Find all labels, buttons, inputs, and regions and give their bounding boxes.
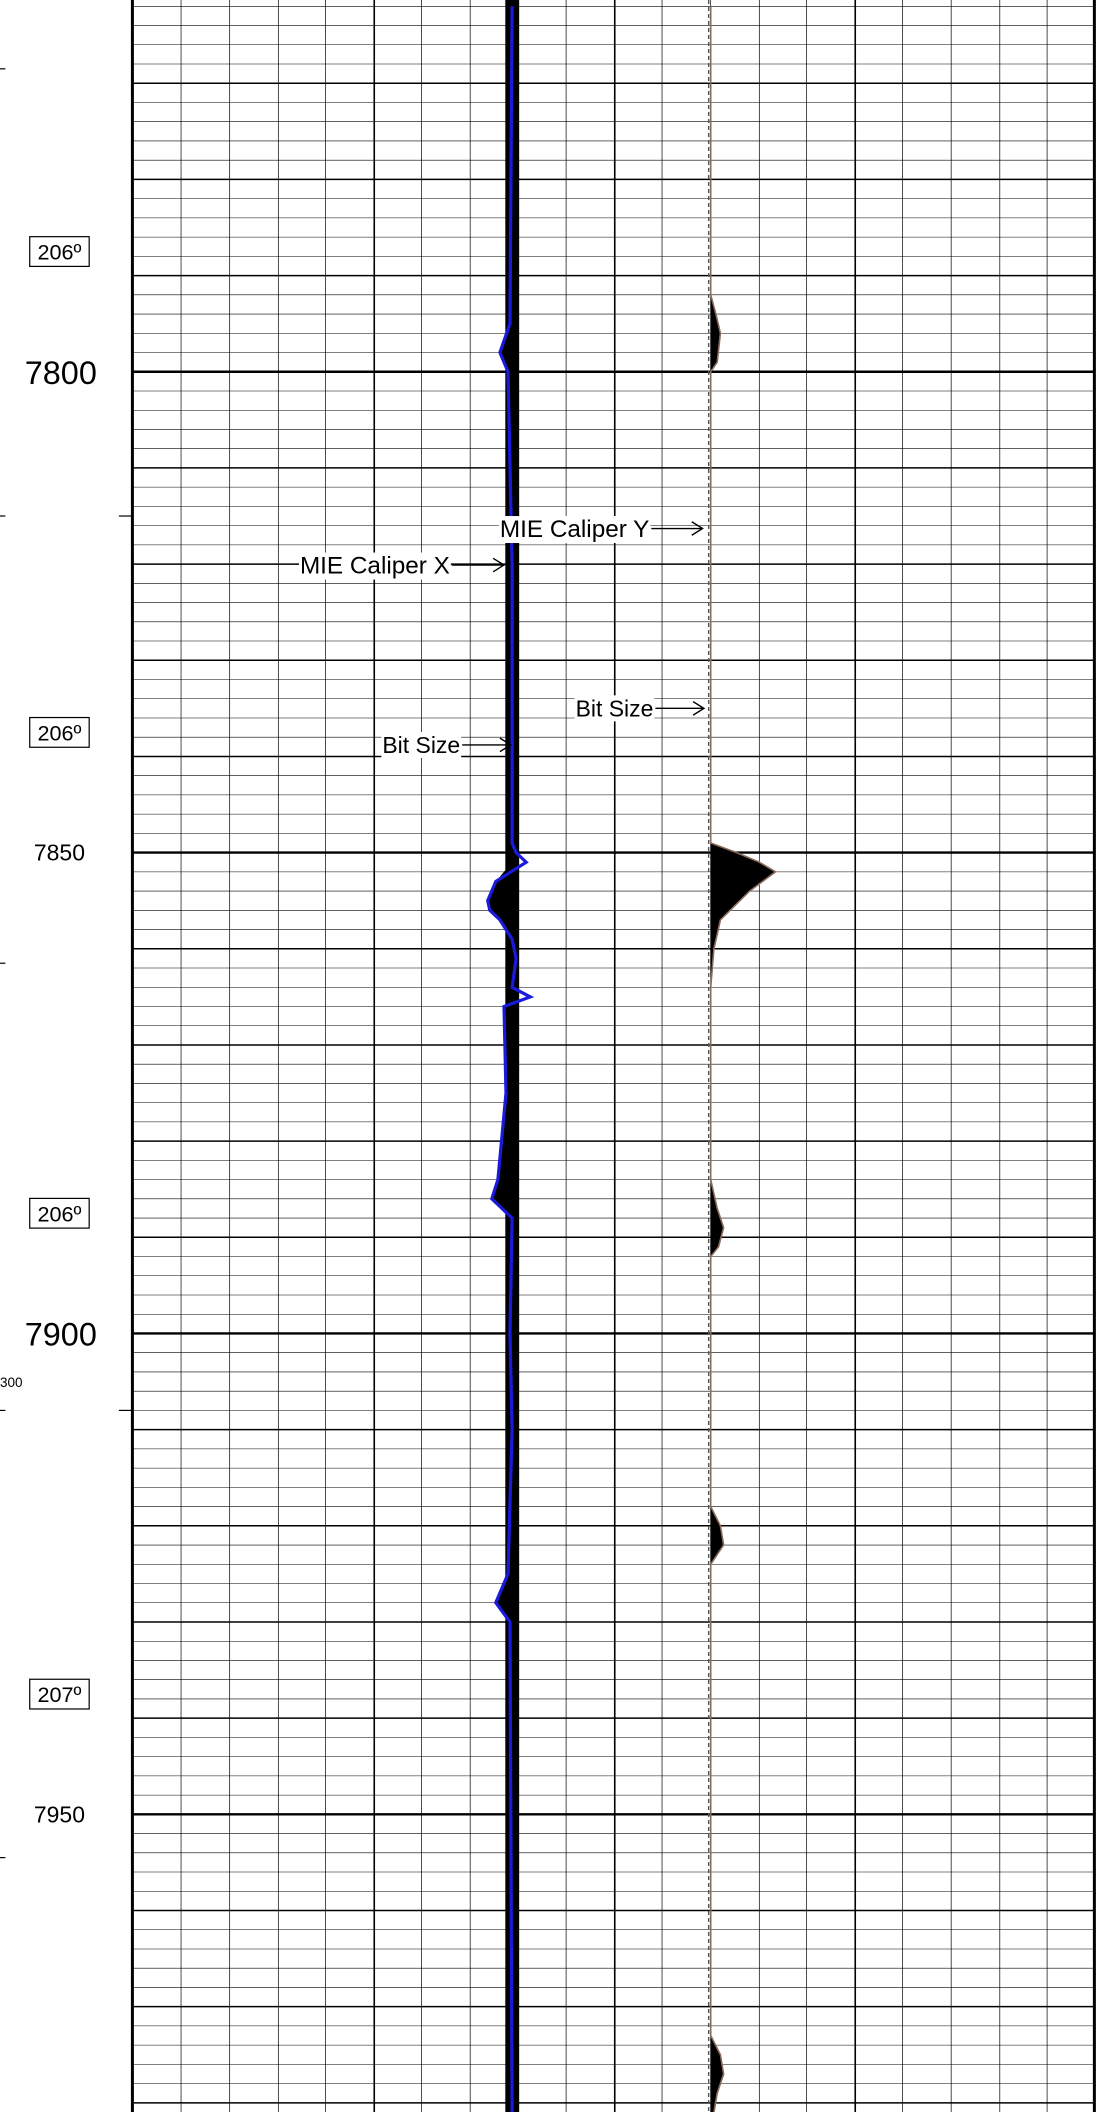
- annotation-bg: [298, 552, 451, 580]
- temperature-label: 207º: [37, 1682, 81, 1707]
- annotation-bit-size-right: Bit Size: [576, 695, 654, 721]
- temperature-box: [29, 1678, 90, 1710]
- caliper-x-curve: [486, 6, 535, 2112]
- caliper-y-curve: [709, 6, 777, 2112]
- edge-fragment: 300: [0, 1375, 23, 1390]
- labels: 7800 7850 7900 7950 206º 206º 206º 207º 300 MIE C…: [0, 236, 706, 1827]
- temperature-box: [29, 1197, 90, 1229]
- annotation-caliper-y: MIE Caliper Y: [500, 516, 649, 543]
- caliper-x-fill: [487, 6, 513, 2112]
- annotation-bg: [574, 695, 655, 722]
- temperature-label: 206º: [37, 240, 81, 265]
- depth-label: 7800: [25, 355, 97, 391]
- depth-label: 7850: [34, 840, 85, 866]
- temperature-box: [29, 716, 90, 748]
- annotation-bg: [381, 731, 462, 758]
- annotation-arrow-head: [692, 701, 706, 716]
- caliper-y-fill: [710, 6, 776, 2112]
- depth-label: 7950: [34, 1801, 85, 1827]
- temperature-label: 206º: [37, 721, 81, 746]
- annotation-arrow-head: [499, 737, 513, 753]
- annotation-bg: [498, 516, 651, 544]
- temperature-box: [29, 236, 90, 268]
- annotation-caliper-x: MIE Caliper X: [300, 553, 450, 580]
- depth-label: 7900: [25, 1317, 97, 1353]
- temperature-label: 206º: [37, 1201, 81, 1226]
- curves: [486, 6, 777, 2112]
- annotation-arrow-head: [691, 521, 704, 536]
- annotation-bit-size-left: Bit Size: [382, 732, 460, 758]
- annotation-arrow-head: [492, 557, 506, 573]
